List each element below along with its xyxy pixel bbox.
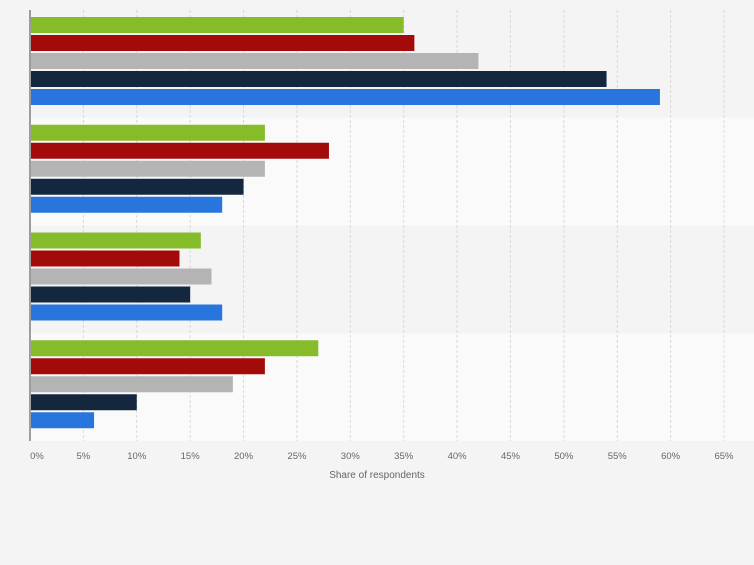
x-tick-label: 50%	[554, 451, 574, 462]
x-tick-label: 10%	[127, 451, 147, 462]
bar[interactable]	[31, 340, 319, 357]
bar[interactable]	[31, 304, 223, 321]
x-tick-label: 35%	[394, 451, 414, 462]
bars	[31, 17, 660, 429]
x-tick-label: 5%	[77, 451, 91, 462]
x-tick-label: 0%	[30, 451, 44, 462]
x-tick-labels: 0% 5% 10% 15% 20% 25% 30% 35% 40% 45% 50% 55% 60% 65%	[30, 451, 734, 462]
bar[interactable]	[31, 53, 479, 69]
bar[interactable]	[31, 71, 607, 87]
bar[interactable]	[31, 17, 404, 33]
x-tick-label: 45%	[501, 451, 521, 462]
bar[interactable]	[31, 178, 244, 195]
bar[interactable]	[31, 286, 191, 303]
x-tick-label: 65%	[714, 451, 734, 462]
x-tick-label: 40%	[448, 451, 468, 462]
x-tick-label: 30%	[341, 451, 361, 462]
bar[interactable]	[31, 196, 223, 213]
bar[interactable]	[31, 35, 415, 51]
bar[interactable]	[31, 376, 233, 393]
x-axis-title: Share of respondents	[329, 470, 425, 481]
bar[interactable]	[31, 250, 180, 267]
bar[interactable]	[31, 160, 265, 177]
x-tick-label: 55%	[608, 451, 628, 462]
bar[interactable]	[31, 394, 137, 411]
x-tick-label: 20%	[234, 451, 254, 462]
bar[interactable]	[31, 358, 265, 375]
x-tick-label: 25%	[287, 451, 307, 462]
bar[interactable]	[31, 142, 329, 159]
bar[interactable]	[31, 412, 95, 429]
bar[interactable]	[31, 268, 212, 285]
x-tick-label: 60%	[661, 451, 681, 462]
bar[interactable]	[31, 89, 660, 105]
bar[interactable]	[31, 124, 265, 141]
x-tick-label: 15%	[181, 451, 201, 462]
bar[interactable]	[31, 232, 201, 249]
